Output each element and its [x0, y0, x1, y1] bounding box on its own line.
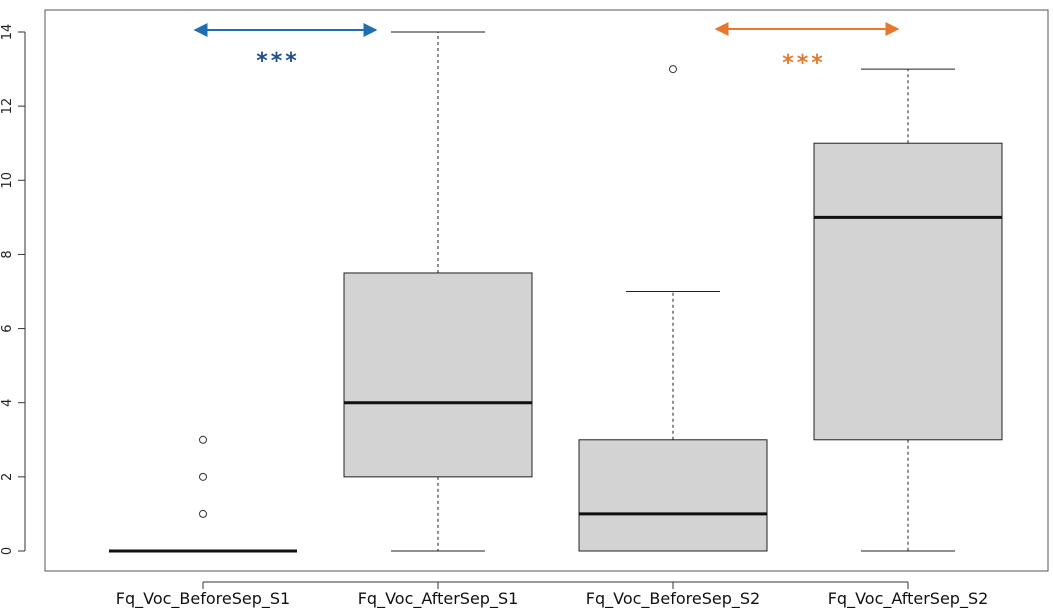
- significance-annotation: ***: [714, 22, 900, 76]
- y-tick-label: 2: [0, 473, 15, 481]
- box-Fq_Voc_BeforeSep_S2: [578, 65, 768, 552]
- x-tick-label: Fq_Voc_AfterSep_S1: [358, 589, 519, 608]
- iqr-box: [813, 142, 1003, 441]
- y-tick-label: 4: [0, 399, 15, 407]
- significance-annotations: *** ***: [193, 22, 900, 76]
- y-ticks: 0 2 4 6 8 10 12 14: [0, 24, 25, 555]
- outlier-point: [669, 65, 677, 74]
- significance-label: ***: [782, 51, 826, 76]
- x-tick-label: Fq_Voc_BeforeSep_S1: [116, 589, 290, 608]
- iqr-box: [343, 272, 533, 478]
- box-Fq_Voc_BeforeSep_S1: [109, 435, 297, 553]
- y-tick-label: 6: [0, 324, 15, 332]
- y-tick-label: 12: [0, 98, 15, 115]
- boxes: [109, 31, 1003, 553]
- y-tick-label: 14: [0, 24, 15, 41]
- y-tick-label: 10: [0, 172, 15, 189]
- box-Fq_Voc_AfterSep_S1: [343, 31, 533, 552]
- x-tick-label: Fq_Voc_BeforeSep_S2: [586, 589, 760, 608]
- y-tick-label: 0: [0, 547, 15, 555]
- significance-label: ***: [256, 49, 300, 74]
- box-Fq_Voc_AfterSep_S2: [813, 68, 1003, 552]
- y-tick-label: 8: [0, 250, 15, 258]
- outlier-point: [199, 472, 207, 481]
- x-tick-label: Fq_Voc_AfterSep_S2: [828, 589, 989, 608]
- significance-annotation: ***: [193, 23, 378, 74]
- x-ticks: Fq_Voc_BeforeSep_S1 Fq_Voc_AfterSep_S1 Fq_…: [116, 582, 989, 608]
- outlier-point: [199, 509, 207, 518]
- plot-frame: [44, 9, 1049, 572]
- outlier-point: [199, 435, 207, 444]
- iqr-box: [578, 439, 768, 552]
